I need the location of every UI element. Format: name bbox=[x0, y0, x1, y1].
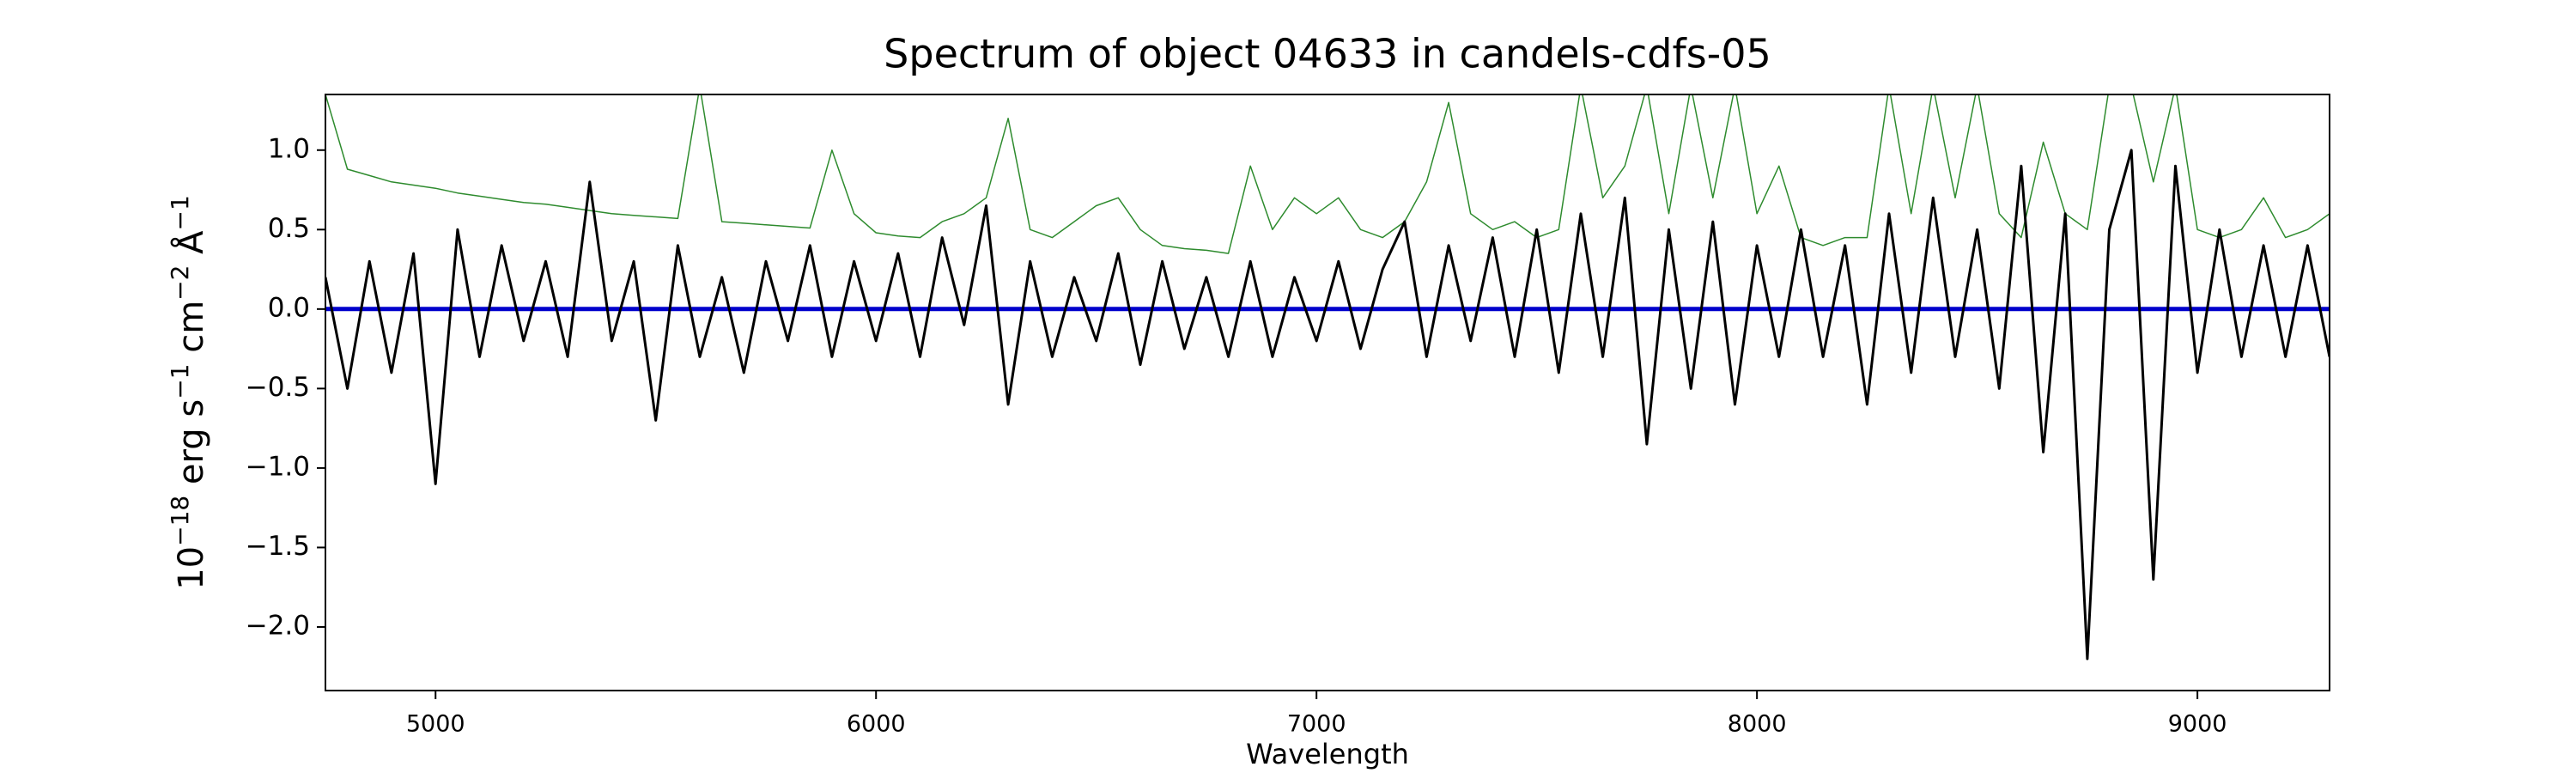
y-tick-label: −1.5 bbox=[246, 531, 310, 562]
y-tick-label: −0.5 bbox=[246, 372, 310, 403]
y-axis-label: 10−18 erg s−1 cm−2 Å−1 bbox=[166, 195, 211, 590]
x-tick-label: 5000 bbox=[406, 711, 465, 738]
y-tick-label: 0.5 bbox=[268, 213, 310, 244]
y-label-superscript: −2 bbox=[166, 265, 194, 301]
y-tick-label: 0.0 bbox=[268, 292, 310, 323]
x-tick-label: 9000 bbox=[2168, 711, 2227, 738]
x-axis-label: Wavelength bbox=[1246, 738, 1409, 770]
y-label-part: cm bbox=[172, 301, 211, 364]
y-label-part: 10 bbox=[172, 546, 211, 590]
y-label-part: erg s bbox=[172, 399, 211, 496]
y-label-superscript: −1 bbox=[166, 364, 194, 399]
y-tick-label: 1.0 bbox=[268, 133, 310, 164]
x-tick-label: 8000 bbox=[1728, 711, 1787, 738]
x-tick-label: 7000 bbox=[1287, 711, 1346, 738]
y-label-superscript: −1 bbox=[166, 195, 194, 230]
x-tick-label: 6000 bbox=[847, 711, 906, 738]
spectrum-line bbox=[325, 149, 2330, 660]
y-label-superscript: −18 bbox=[166, 496, 194, 546]
y-label-part: Å bbox=[170, 230, 211, 265]
y-tick-label: −1.0 bbox=[246, 451, 310, 482]
spectrum-line bbox=[325, 94, 2330, 254]
plot-area bbox=[325, 94, 2330, 660]
y-tick-label: −2.0 bbox=[246, 610, 310, 641]
chart-title: Spectrum of object 04633 in candels-cdfs… bbox=[884, 31, 1771, 77]
plot-frame bbox=[325, 94, 2330, 691]
